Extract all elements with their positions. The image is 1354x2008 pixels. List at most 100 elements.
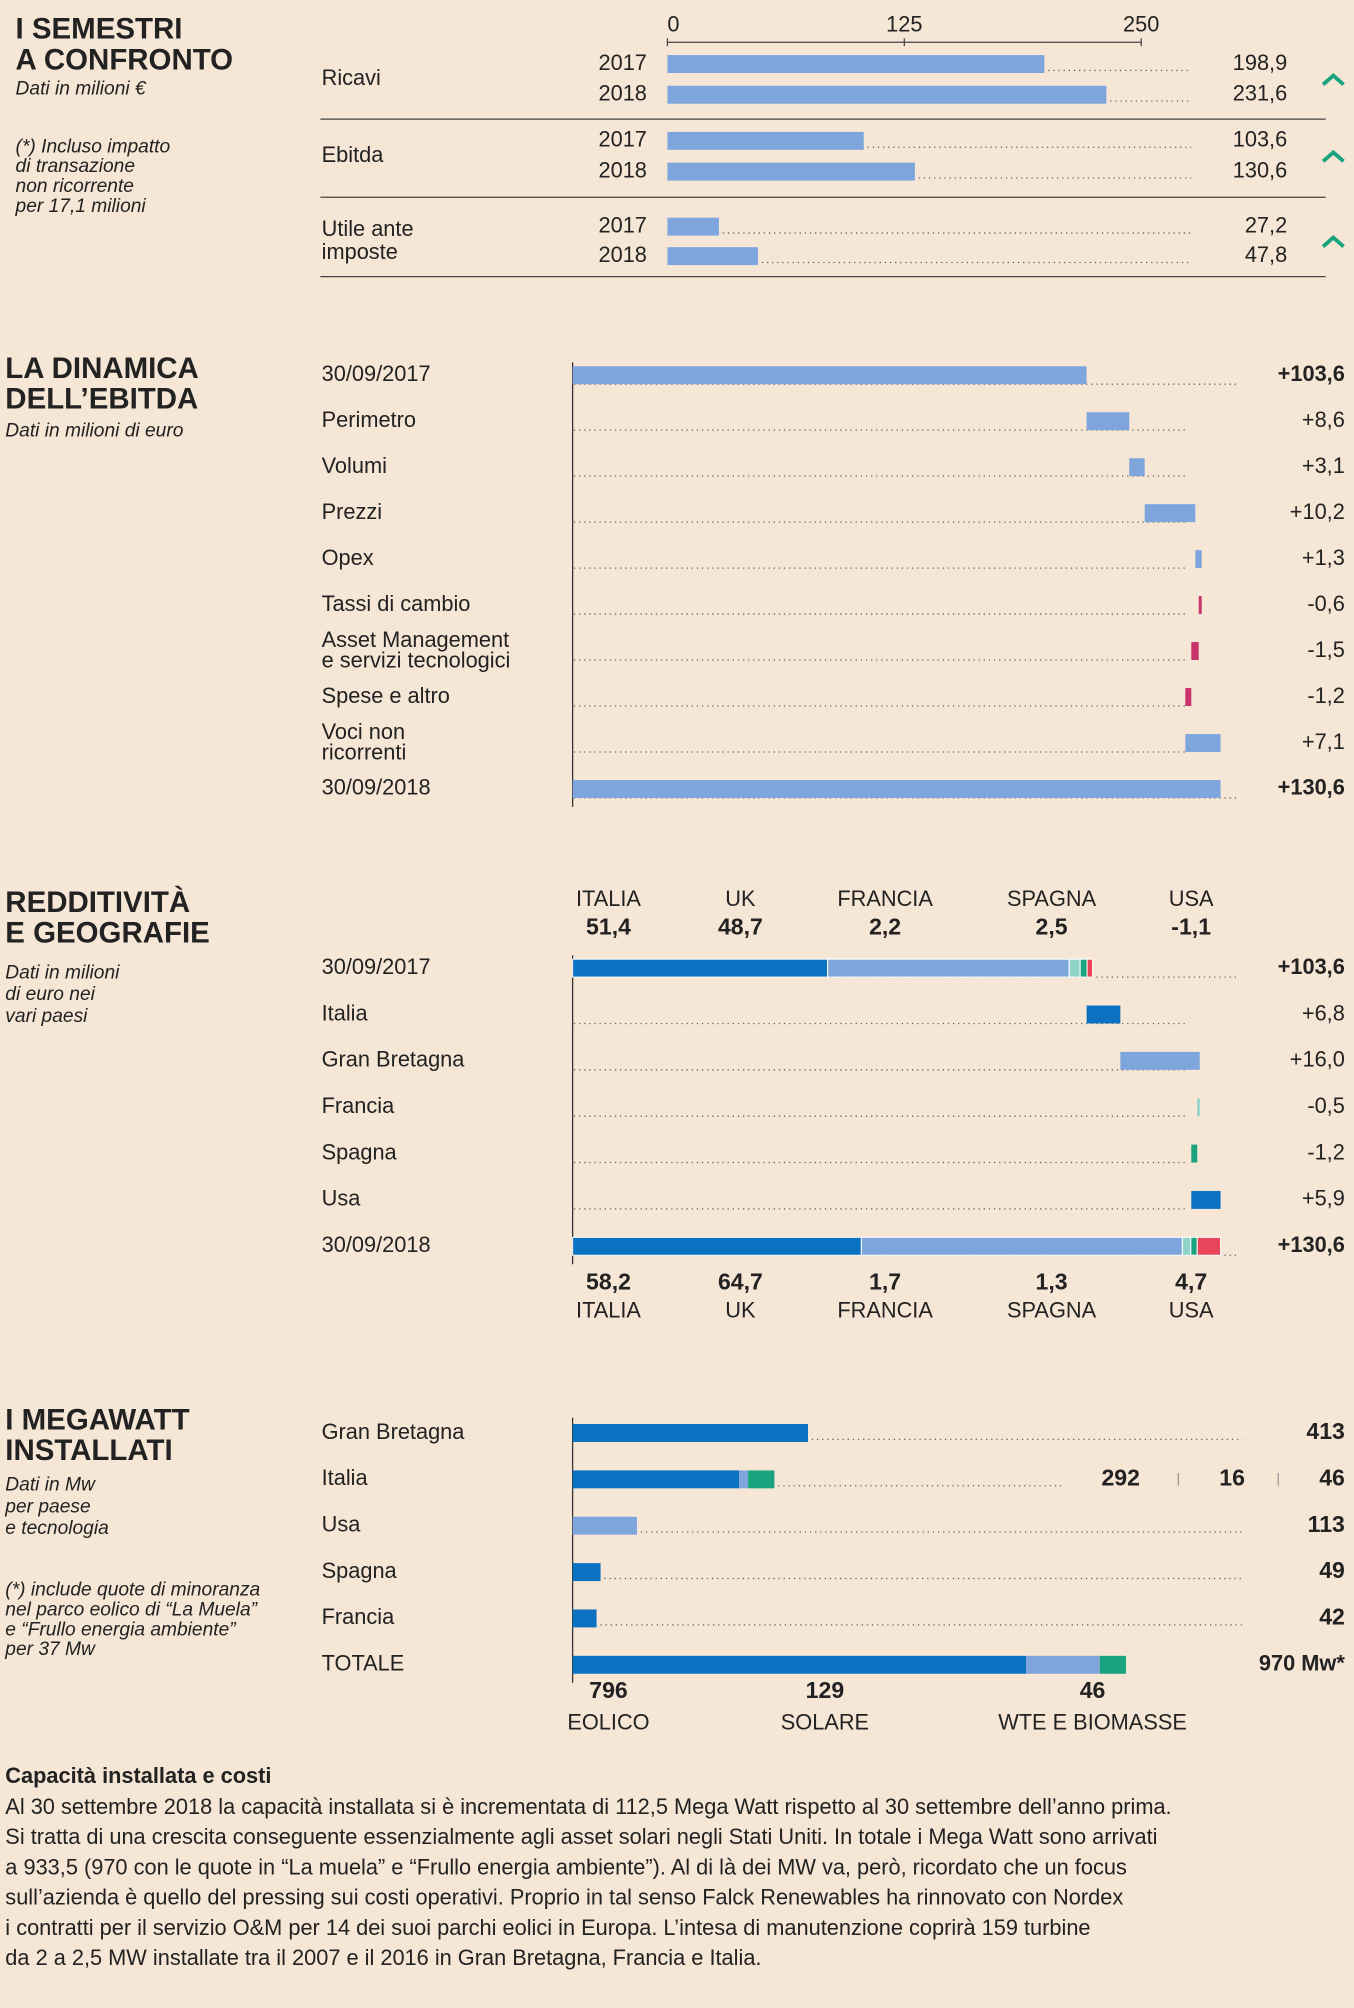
series-label: 2018 bbox=[598, 81, 646, 106]
bar bbox=[1144, 504, 1196, 523]
segment-value: 292 bbox=[1101, 1464, 1139, 1490]
bar bbox=[1195, 550, 1202, 569]
segment-value: 796 bbox=[589, 1677, 627, 1703]
legend-label: ITALIA bbox=[576, 886, 641, 911]
series-label: 2018 bbox=[598, 242, 646, 267]
category-label: Tassi di cambio bbox=[322, 591, 471, 616]
series-value: 58,2 bbox=[586, 1269, 631, 1295]
bar bbox=[1185, 688, 1192, 707]
bar bbox=[1197, 1098, 1200, 1117]
bar-segment bbox=[1026, 1655, 1100, 1674]
value-label: +7,1 bbox=[1302, 729, 1345, 754]
category-label: Usa bbox=[322, 1511, 362, 1536]
bar-segment bbox=[572, 1655, 1027, 1674]
segment-value: 46 bbox=[1319, 1464, 1345, 1490]
x-tick-label: 250 bbox=[1123, 11, 1159, 36]
value-label: +130,6 bbox=[1278, 775, 1345, 800]
trend-arrow bbox=[1321, 149, 1345, 163]
bar bbox=[572, 366, 1087, 385]
article-line: Si tratta di una crescita conseguente es… bbox=[5, 1824, 1157, 1849]
category-label: 30/09/2018 bbox=[322, 775, 431, 800]
series-value: 64,7 bbox=[718, 1269, 763, 1295]
bar bbox=[667, 247, 758, 266]
section-title: LA DINAMICA bbox=[5, 352, 199, 385]
category-label: Italia bbox=[322, 1000, 369, 1025]
category-label: Spese e altro bbox=[322, 683, 450, 708]
bar-segment bbox=[572, 1609, 597, 1628]
category-label: Francia bbox=[322, 1604, 395, 1629]
section-subtitle: vari paesi bbox=[5, 1006, 88, 1027]
bar-segment bbox=[1196, 1236, 1222, 1256]
legend-label: USA bbox=[1169, 1297, 1214, 1322]
article-title: Capacità installata e costi bbox=[5, 1763, 271, 1788]
value-label: +10,2 bbox=[1290, 499, 1345, 524]
bar bbox=[1086, 412, 1130, 431]
bar-segment bbox=[739, 1470, 749, 1489]
category-label: 30/09/2017 bbox=[322, 361, 431, 386]
segment-value: 413 bbox=[1306, 1418, 1344, 1444]
section-subtitle: e tecnologia bbox=[5, 1518, 109, 1539]
bar-segment bbox=[572, 1470, 740, 1489]
bar-segment bbox=[572, 1563, 601, 1582]
bar-segment bbox=[1099, 1655, 1126, 1674]
category-label: Perimetro bbox=[322, 407, 416, 432]
section-title: REDDITIVITÀ bbox=[5, 885, 190, 919]
value-label: 231,6 bbox=[1233, 81, 1287, 106]
category-label: 30/09/2017 bbox=[322, 954, 431, 979]
series-label: 2017 bbox=[598, 127, 646, 152]
bar bbox=[1086, 1005, 1121, 1024]
section-subtitle: Dati in milioni bbox=[5, 962, 120, 983]
section-note: di transazione bbox=[16, 156, 135, 177]
bar bbox=[1185, 734, 1221, 752]
legend-label: USA bbox=[1169, 886, 1214, 911]
bar-segment bbox=[1181, 1236, 1192, 1256]
section-subtitle: per paese bbox=[4, 1496, 90, 1517]
category-label: Opex bbox=[322, 545, 374, 570]
section-title: A CONFRONTO bbox=[16, 43, 234, 76]
x-tick-label: 125 bbox=[886, 11, 922, 36]
series-value: 4,7 bbox=[1175, 1269, 1207, 1295]
segment-value: 16 bbox=[1219, 1464, 1245, 1490]
section-title: I MEGAWATT bbox=[5, 1403, 189, 1436]
bar bbox=[667, 131, 864, 150]
value-label: +3,1 bbox=[1302, 453, 1345, 478]
bar bbox=[1191, 1190, 1221, 1209]
bar-segment bbox=[1086, 958, 1094, 978]
legend-label: FRANCIA bbox=[837, 1297, 933, 1322]
bar bbox=[1191, 1144, 1198, 1163]
value-label: +16,0 bbox=[1290, 1047, 1345, 1072]
section-title: INSTALLATI bbox=[5, 1434, 172, 1467]
legend-label: WTE E BIOMASSE bbox=[998, 1709, 1187, 1734]
section-note: per 37 Mw bbox=[4, 1639, 96, 1660]
value-label: 47,8 bbox=[1245, 242, 1287, 267]
series-value: 2,2 bbox=[869, 914, 901, 940]
section-note: per 17,1 milioni bbox=[15, 196, 147, 217]
series-value: -1,1 bbox=[1171, 914, 1211, 940]
legend-label: UK bbox=[725, 886, 756, 911]
category-label: 30/09/2018 bbox=[322, 1232, 431, 1257]
section-subtitle: Dati in milioni di euro bbox=[5, 421, 183, 442]
value-label: -0,6 bbox=[1307, 591, 1345, 616]
category-label: Spagna bbox=[322, 1139, 398, 1164]
trend-arrow bbox=[1321, 235, 1345, 248]
legend-label: SOLARE bbox=[781, 1709, 869, 1734]
legend-label: FRANCIA bbox=[837, 886, 933, 911]
bar bbox=[667, 217, 719, 236]
bar bbox=[667, 55, 1045, 73]
x-tick-label: 0 bbox=[667, 11, 679, 36]
category-label: Francia bbox=[322, 1093, 395, 1118]
series-label: 2018 bbox=[598, 157, 646, 182]
section-title: I SEMESTRI bbox=[16, 13, 183, 46]
series-value: 1,3 bbox=[1036, 1269, 1068, 1295]
category-label: Utile ante imposte bbox=[322, 216, 414, 264]
legend-label: SPAGNA bbox=[1007, 1297, 1097, 1322]
category-label: Asset Management e servizi tecnologici bbox=[322, 627, 511, 672]
section-subtitle: di euro nei bbox=[5, 984, 95, 1005]
series-label: 2017 bbox=[598, 212, 646, 237]
bar-segment bbox=[860, 1236, 1183, 1256]
value-label: 198,9 bbox=[1233, 50, 1287, 75]
bar-segment bbox=[572, 958, 829, 978]
value-label: 130,6 bbox=[1233, 157, 1287, 182]
bar bbox=[1198, 596, 1202, 615]
segment-value: 46 bbox=[1080, 1677, 1106, 1703]
